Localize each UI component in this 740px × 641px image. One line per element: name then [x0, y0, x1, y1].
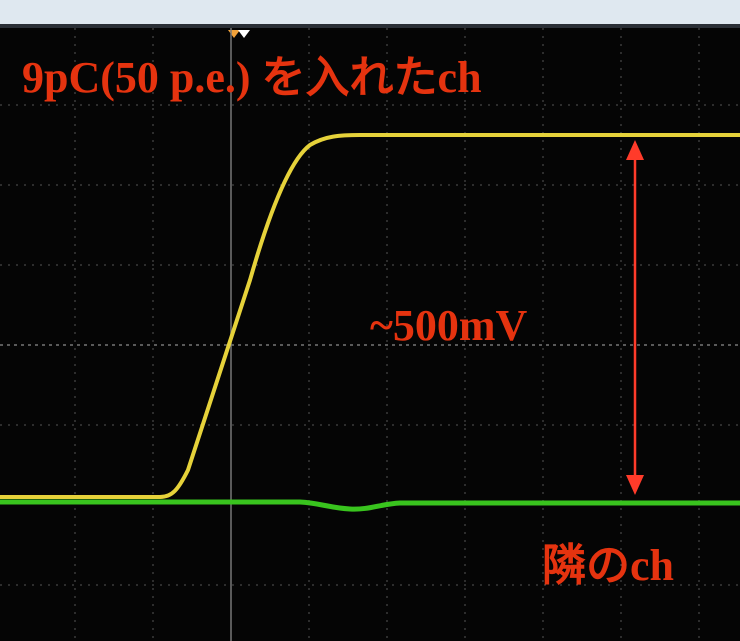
- page: {"annotations": {"signal_channel": "9pC(…: [0, 0, 740, 641]
- oscilloscope-screen: 9pC(50 p.e.) を入れたch ~500mV 隣のch: [0, 0, 740, 641]
- signal-channel-label: 9pC(50 p.e.) を入れたch: [22, 53, 482, 102]
- top-status-bar: [0, 0, 740, 24]
- status-bar-border: [0, 24, 740, 28]
- amplitude-label: ~500mV: [370, 301, 528, 350]
- neighbor-channel-label: 隣のch: [542, 541, 674, 590]
